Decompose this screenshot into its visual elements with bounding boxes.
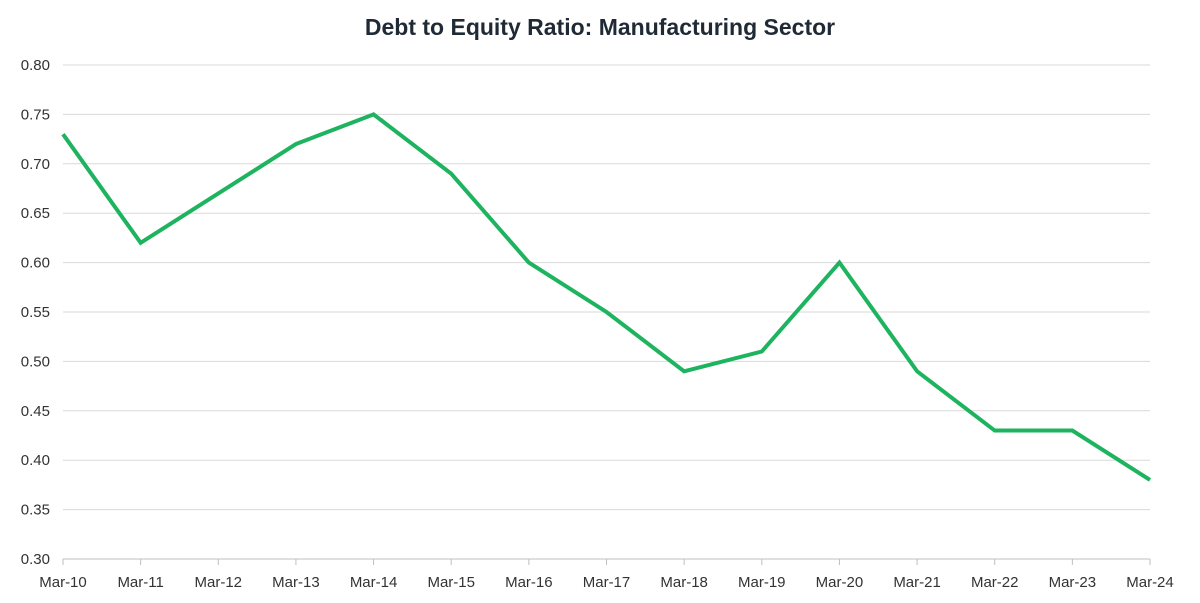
y-tick-label: 0.35: [21, 502, 50, 519]
y-tick-label: 0.65: [21, 205, 50, 222]
x-tick-label: Mar-15: [427, 574, 475, 591]
x-tick-label: Mar-13: [272, 574, 320, 591]
y-tick-label: 0.45: [21, 403, 50, 420]
y-tick-label: 0.75: [21, 106, 50, 123]
y-tick-label: 0.80: [21, 57, 50, 74]
y-tick-label: 0.55: [21, 304, 50, 321]
chart-title: Debt to Equity Ratio: Manufacturing Sect…: [364, 14, 836, 40]
x-tick-label: Mar-19: [738, 574, 786, 591]
x-tick-label: Mar-24: [1126, 574, 1174, 591]
x-tick-label: Mar-14: [350, 574, 398, 591]
x-tick-label: Mar-12: [195, 574, 243, 591]
x-tick-label: Mar-10: [39, 574, 87, 591]
x-tick-label: Mar-21: [893, 574, 941, 591]
x-tick-label: Mar-23: [1049, 574, 1097, 591]
x-tick-label: Mar-22: [971, 574, 1019, 591]
x-tick-label: Mar-18: [660, 574, 708, 591]
y-tick-label: 0.60: [21, 255, 50, 272]
y-tick-label: 0.50: [21, 353, 50, 370]
x-tick-label: Mar-16: [505, 574, 553, 591]
x-axis: [62, 558, 1151, 565]
x-tick-label: Mar-20: [816, 574, 864, 591]
x-tick-label: Mar-17: [583, 574, 631, 591]
series-line: [61, 112, 1152, 482]
y-tick-label: 0.40: [21, 452, 50, 469]
y-axis-tick-labels: 0.30 0.35 0.40 0.45 0.50 0.55 0.60 0.65 0.70 0.75…: [21, 57, 50, 568]
gridlines: [63, 64, 1150, 511]
y-tick-label: 0.30: [21, 551, 50, 568]
series-lines: [61, 112, 1152, 482]
y-tick-label: 0.70: [21, 156, 50, 173]
x-axis-tick-labels: Mar-10 Mar-11 Mar-12 Mar-13 Mar-14 Mar-15 Mar-…: [39, 574, 1174, 591]
x-tick-label: Mar-11: [117, 574, 163, 591]
